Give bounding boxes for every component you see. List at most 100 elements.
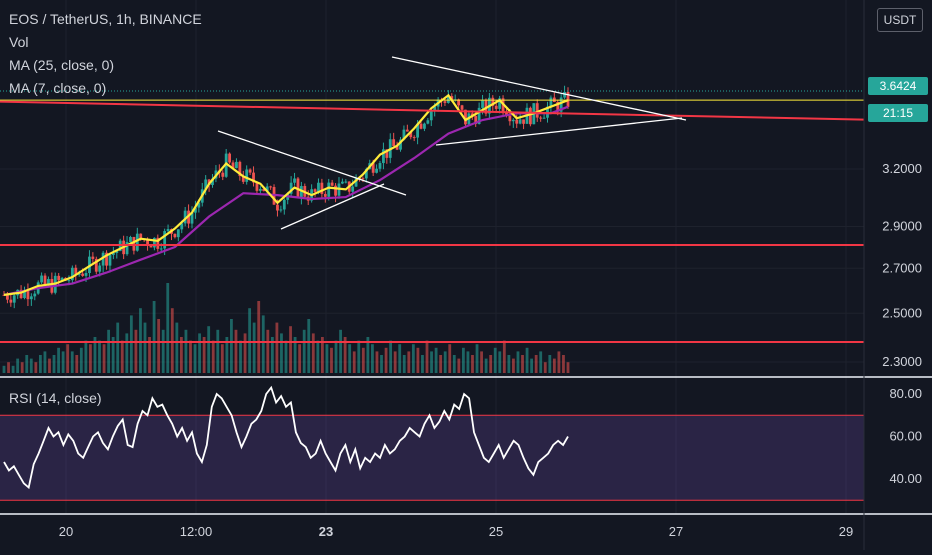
candle-body [491, 97, 495, 106]
candle-body [460, 105, 464, 110]
candle-body [211, 178, 214, 186]
candle-body [81, 273, 85, 276]
volume-bar [75, 355, 79, 373]
volume-bar [302, 329, 306, 373]
candle-body [327, 182, 331, 197]
candle-body [235, 161, 238, 169]
price-pane[interactable] [0, 56, 865, 373]
legend-ma25[interactable]: MA (25, close, 0) [9, 57, 115, 73]
candle-body [23, 290, 26, 299]
candle-body [135, 233, 139, 251]
rsi-pane[interactable] [0, 385, 864, 501]
volume-bar [179, 337, 183, 373]
volume-bar [352, 351, 356, 373]
symbol-title[interactable]: EOS / TetherUS, 1h, BINANCE [9, 11, 202, 27]
candle-body [450, 96, 454, 101]
candle-body [43, 275, 47, 285]
candle-body [529, 107, 532, 125]
x-tick-label: 25 [489, 524, 503, 539]
volume-bar [389, 340, 393, 373]
volume-bar [134, 329, 138, 373]
volume-bar [139, 308, 142, 373]
rsi-band [0, 415, 864, 501]
volume-bar [548, 355, 552, 373]
candle-body [98, 265, 102, 272]
x-tick-label: 20 [59, 524, 73, 539]
candle-body [412, 137, 416, 139]
volume-bar [166, 283, 170, 373]
volume-bar [430, 351, 433, 373]
volume-bar [202, 337, 206, 373]
candle-body [470, 113, 474, 117]
ma7-line[interactable] [3, 93, 569, 296]
rsi-line[interactable] [3, 385, 569, 490]
candle-body [361, 178, 365, 180]
candle-body [402, 129, 406, 140]
trendline[interactable] [391, 56, 687, 121]
volume-bar [530, 358, 534, 373]
y-tick-label: 3.2000 [882, 161, 922, 176]
candle-body [70, 267, 74, 281]
candle-body [111, 252, 115, 255]
volume-bar [384, 347, 388, 373]
candle-body [156, 237, 160, 249]
candle-body [498, 98, 502, 109]
candle-body [231, 162, 235, 169]
support-resistance-line[interactable] [0, 100, 865, 121]
candle-body [429, 110, 433, 121]
volume-bar [493, 347, 497, 373]
candle-body [190, 212, 194, 224]
y-tick-label: 2.5000 [882, 305, 922, 320]
trendline[interactable] [280, 183, 385, 230]
volume-bar [116, 322, 120, 373]
candle-body [494, 105, 498, 109]
volume-bar [512, 358, 515, 373]
candle-body [371, 163, 375, 173]
candle-body [364, 169, 368, 179]
volume-bar [43, 351, 47, 373]
volume-bar [16, 358, 20, 373]
volume-bar [225, 337, 229, 373]
candle-body [91, 256, 95, 259]
volume-bar [425, 340, 429, 373]
legend-ma7[interactable]: MA (7, close, 0) [9, 80, 107, 96]
candle-body [33, 293, 37, 297]
volume-bar [84, 340, 88, 373]
legend-vol[interactable]: Vol [9, 34, 29, 50]
volume-bar [357, 340, 361, 373]
legend-rsi[interactable]: RSI (14, close) [9, 390, 102, 406]
candle-body [443, 101, 447, 103]
volume-bar [411, 344, 415, 373]
candle-body [320, 182, 324, 194]
candle-body [183, 210, 187, 224]
currency-badge[interactable]: USDT [877, 8, 923, 32]
volume-bar [525, 347, 529, 373]
volume-bar [298, 344, 302, 373]
candle-body [269, 186, 273, 188]
ma25-line[interactable] [3, 105, 569, 296]
volume-bar [189, 340, 192, 373]
candle-body [108, 254, 112, 266]
candle-body [74, 267, 78, 275]
candle-body [47, 278, 50, 285]
candle-body [258, 188, 262, 191]
candle-body [392, 139, 396, 147]
volume-bar [216, 329, 220, 373]
volume-bar [207, 326, 211, 373]
candle-body [539, 117, 543, 119]
candle-body [12, 295, 16, 303]
volume-bar [498, 351, 502, 373]
trendline[interactable] [435, 117, 683, 146]
volume-bar [448, 344, 452, 373]
candle-body [115, 251, 119, 253]
volume-bar [439, 355, 443, 373]
trendline[interactable] [217, 130, 407, 196]
volume-bar [293, 337, 297, 373]
candle-body [330, 182, 334, 186]
rsi-tick-label: 60.00 [889, 429, 922, 444]
candle-body [354, 178, 358, 187]
candle-body [542, 117, 546, 119]
